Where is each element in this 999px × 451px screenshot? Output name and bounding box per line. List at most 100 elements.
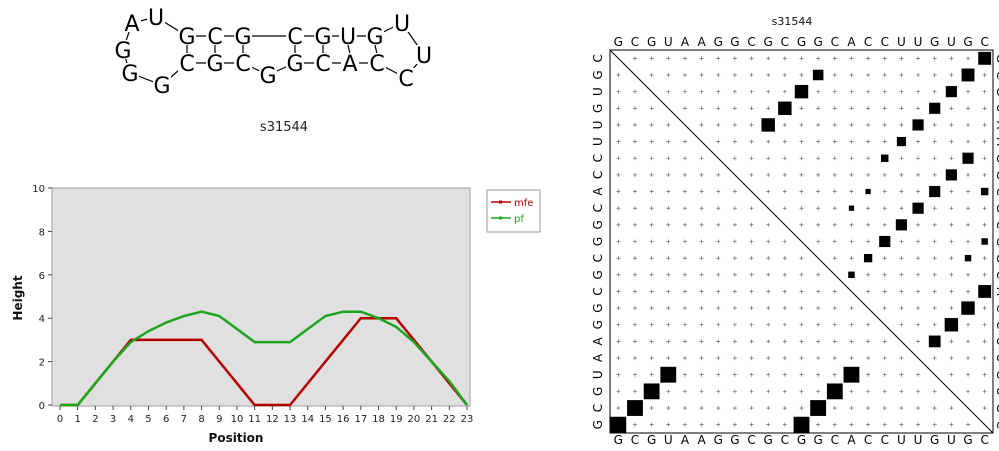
grid-cross	[899, 289, 904, 294]
sequence-label-right: A	[994, 287, 999, 296]
mountain-plot-background	[51, 187, 471, 407]
grid-cross	[832, 156, 837, 161]
grid-cross	[666, 222, 671, 227]
sequence-label-top: G	[797, 35, 806, 49]
grid-cross	[949, 289, 954, 294]
structure-nucleotide: C	[398, 67, 413, 92]
grid-cross	[766, 56, 771, 61]
grid-cross	[932, 89, 937, 94]
grid-cross	[666, 289, 671, 294]
grid-cross	[649, 72, 654, 77]
x-tick-label: 1	[75, 414, 81, 425]
sequence-label-bottom: C	[864, 433, 872, 446]
x-tick-label: 22	[443, 414, 456, 425]
sequence-label-top: G	[614, 35, 623, 49]
grid-cross	[816, 156, 821, 161]
grid-cross	[916, 322, 921, 327]
grid-cross	[766, 222, 771, 227]
grid-cross	[932, 272, 937, 277]
grid-cross	[966, 206, 971, 211]
x-tick-label: 21	[425, 414, 438, 425]
grid-cross	[866, 56, 871, 61]
grid-cross	[982, 256, 987, 261]
grid-cross	[749, 222, 754, 227]
grid-cross	[832, 56, 837, 61]
grid-cross	[649, 306, 654, 311]
grid-cross	[949, 122, 954, 127]
grid-cross	[982, 322, 987, 327]
grid-cross	[849, 56, 854, 61]
pair-probability-square	[928, 335, 941, 348]
grid-cross	[882, 306, 887, 311]
sequence-label-top: G	[813, 35, 822, 49]
grid-cross	[916, 156, 921, 161]
sequence-label-left: C	[591, 404, 605, 412]
grid-cross	[799, 172, 804, 177]
structure-nucleotide: G	[259, 64, 276, 89]
sequence-label-bottom: G	[614, 433, 623, 446]
grid-cross	[916, 272, 921, 277]
grid-cross	[982, 122, 987, 127]
grid-cross	[832, 422, 837, 427]
x-tick-label: 2	[92, 414, 98, 425]
grid-cross	[966, 56, 971, 61]
grid-cross	[982, 72, 987, 77]
grid-cross	[832, 106, 837, 111]
grid-cross	[916, 56, 921, 61]
sequence-label-right: C	[994, 420, 999, 428]
grid-cross	[749, 372, 754, 377]
sequence-label-right: G	[994, 87, 999, 96]
grid-cross	[816, 89, 821, 94]
grid-cross	[949, 306, 954, 311]
grid-cross	[966, 189, 971, 194]
structure-nucleotide: C	[207, 25, 222, 50]
grid-cross	[766, 239, 771, 244]
grid-cross	[799, 322, 804, 327]
grid-cross	[882, 206, 887, 211]
grid-cross	[616, 356, 621, 361]
grid-cross	[666, 56, 671, 61]
grid-cross	[616, 272, 621, 277]
grid-cross	[749, 239, 754, 244]
sequence-label-top: C	[747, 35, 755, 49]
grid-cross	[766, 306, 771, 311]
grid-cross	[699, 222, 704, 227]
sequence-label-right: G	[994, 54, 999, 63]
grid-cross	[916, 106, 921, 111]
grid-cross	[666, 72, 671, 77]
grid-cross	[699, 206, 704, 211]
pair-probability-square	[978, 285, 992, 298]
grid-cross	[782, 72, 787, 77]
sequence-label-top: C	[631, 35, 639, 49]
grid-cross	[882, 372, 887, 377]
grid-cross	[649, 322, 654, 327]
grid-cross	[616, 139, 621, 144]
sequence-label-top: A	[697, 35, 706, 49]
grid-cross	[966, 122, 971, 127]
grid-cross	[799, 122, 804, 127]
x-tick-label: 9	[216, 414, 222, 425]
grid-cross	[966, 356, 971, 361]
grid-cross	[916, 306, 921, 311]
grid-cross	[766, 189, 771, 194]
grid-cross	[916, 172, 921, 177]
grid-cross	[799, 222, 804, 227]
grid-cross	[816, 139, 821, 144]
grid-cross	[766, 356, 771, 361]
grid-cross	[716, 139, 721, 144]
pair-probability-square	[848, 271, 855, 279]
grid-cross	[616, 172, 621, 177]
grid-cross	[766, 256, 771, 261]
grid-cross	[949, 139, 954, 144]
grid-cross	[766, 172, 771, 177]
grid-cross	[682, 89, 687, 94]
grid-cross	[649, 56, 654, 61]
structure-nucleotide: G	[178, 25, 195, 50]
grid-cross	[816, 322, 821, 327]
grid-cross	[716, 356, 721, 361]
grid-cross	[716, 122, 721, 127]
grid-cross	[682, 322, 687, 327]
sequence-label-top: G	[647, 35, 656, 49]
grid-cross	[749, 72, 754, 77]
grid-cross	[982, 306, 987, 311]
